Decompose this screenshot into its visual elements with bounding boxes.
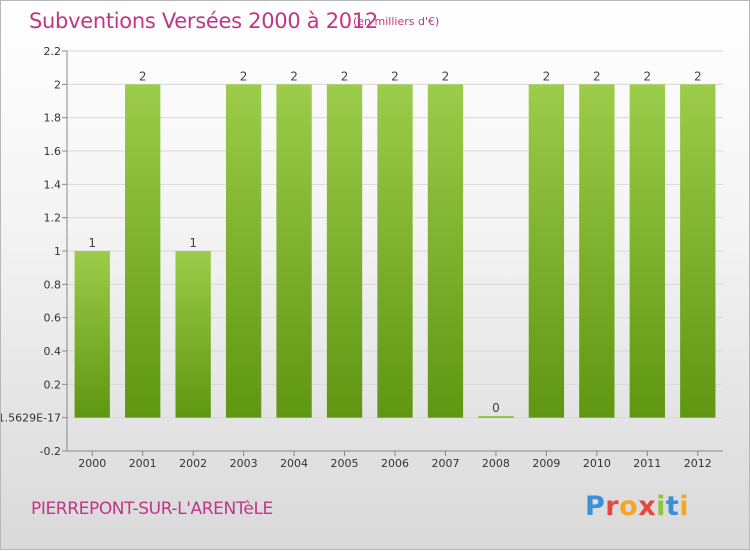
bar-2001 [125,84,161,418]
y-tick-label: 1.6 [44,145,62,158]
y-tick-label: 0.6 [44,312,62,325]
x-tick-label: 2011 [633,457,661,470]
x-tick-label: 2006 [381,457,409,470]
data-label-2008: 0 [492,401,500,415]
bar-2011 [629,84,665,418]
y-tick-label: 1.8 [44,112,62,125]
y-tick-label: -0.2 [40,445,61,458]
x-tick-label: 2003 [230,457,258,470]
y-tick-label: -1.5629E-17 [1,412,61,425]
x-tick-label: 2004 [280,457,308,470]
x-tick-label: 2010 [583,457,611,470]
y-tick-label: 0.4 [44,345,62,358]
proxiti-logo[interactable]: Proxiti [585,491,689,522]
bar-2009 [528,84,565,418]
bar-2006 [377,84,413,418]
x-tick-label: 2009 [532,457,560,470]
x-tick-label: 2000 [78,457,106,470]
data-label-2005: 2 [341,69,349,83]
bar-labels: 1 2 1 2 2 2 2 2 0 2 2 2 2 [88,69,701,415]
bar-2005 [326,84,363,418]
data-label-2009: 2 [543,69,551,83]
data-label-2011: 2 [643,69,651,83]
y-tick-label: 2.2 [44,45,62,58]
bar-2000 [74,251,110,418]
bar-2007 [427,84,464,418]
data-label-2012: 2 [694,69,702,83]
logo-letter: o [619,491,639,522]
bar-2012 [680,84,716,418]
logo-letter: r [605,491,620,522]
x-tick-label: 2012 [684,457,712,470]
y-tick-label: 2 [54,78,61,91]
data-label-2007: 2 [442,69,450,83]
y-tick-label: 0.2 [44,378,62,391]
bar-2002 [175,251,211,418]
bars [74,84,716,418]
bar-2008 [478,416,514,418]
bar-2003 [225,84,262,418]
y-tick-label: 1.2 [44,212,62,225]
unit-label: (en milliers d'€) [353,15,440,28]
axes: -0.2 -1.5629E-17 0.2 0.4 0.6 0.8 1 1.2 1.4 1.6 1.8… [1,45,723,470]
bar-2004 [276,84,312,418]
commune-name: PIERREPONT-SUR-L'ARENTèLE [31,499,273,519]
logo-letter: x [638,491,657,522]
logo-letter: i [679,491,690,522]
data-label-2000: 1 [88,236,96,250]
x-tick-label: 2007 [431,457,459,470]
logo-letter: t [665,491,680,522]
data-label-2003: 2 [240,69,248,83]
x-tick-label: 2008 [482,457,510,470]
data-label-2002: 1 [189,236,197,250]
y-tick-label: 1.4 [44,178,62,191]
data-label-2006: 2 [391,69,399,83]
y-tick-label: 0.8 [44,278,62,291]
logo-letter: i [656,491,666,522]
data-label-2004: 2 [290,69,298,83]
x-tick-label: 2001 [129,457,157,470]
data-label-2001: 2 [139,69,147,83]
data-label-2010: 2 [593,69,601,83]
chart-title: Subventions Versées 2000 à 2012 [29,9,378,33]
y-tick-label: 1 [54,245,61,258]
logo-letter: P [585,491,606,522]
x-tick-label: 2005 [331,457,359,470]
x-tick-label: 2002 [179,457,207,470]
bar-2010 [579,84,615,418]
